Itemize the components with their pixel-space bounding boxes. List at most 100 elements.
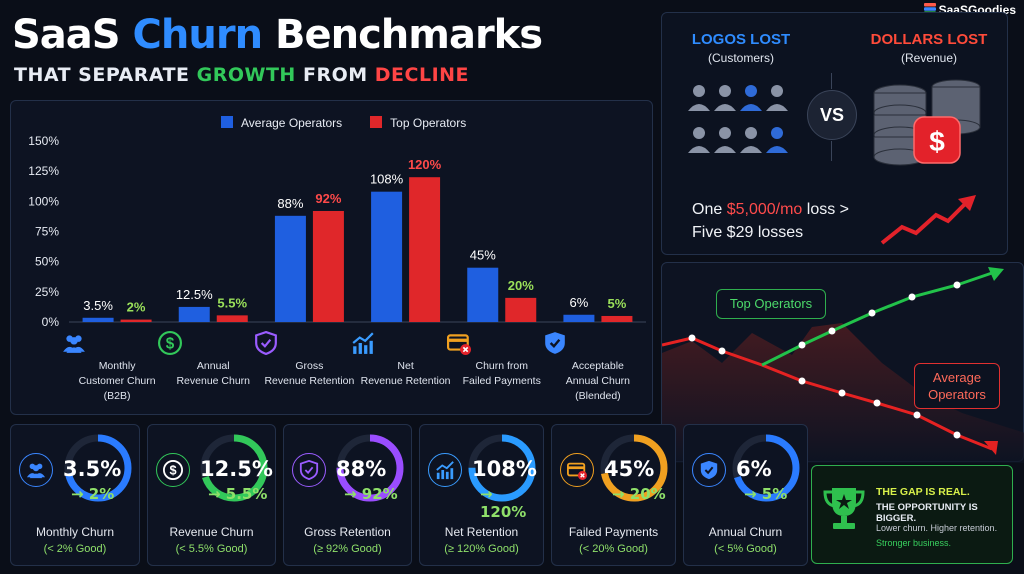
vs-badge: VS — [807, 90, 857, 140]
top-value: → 2% — [71, 485, 115, 503]
bar-top — [312, 210, 344, 322]
category-label-line: Net — [397, 360, 414, 372]
progress-ring — [200, 434, 268, 502]
bar-top — [601, 315, 633, 322]
credit-card-x-icon — [560, 453, 594, 487]
title-word-benchmarks: Benchmarks — [275, 12, 543, 58]
divider-bottom — [831, 141, 832, 161]
y-tick-label: 150% — [28, 134, 59, 148]
shield-check-icon — [543, 331, 653, 355]
y-tick-label: 125% — [28, 164, 59, 178]
category-label: Acceptable Annual Churn (Blended) — [543, 331, 653, 404]
comparison-amount: $5,000/ — [726, 201, 781, 218]
credit-card-x-icon — [446, 331, 557, 355]
legend-label-average: Average Operators — [241, 116, 343, 130]
top-value: → 5.5% — [208, 485, 268, 503]
logos-vs-dollars-panel: LOGOS LOST (Customers) DOLLARS LOST (Rev… — [661, 12, 1008, 255]
svg-text:$: $ — [929, 126, 945, 157]
gap-subheading: THE OPPORTUNITY IS BIGGER. — [876, 502, 978, 524]
progress-ring-fill — [64, 434, 132, 502]
average-value: 6% — [736, 457, 772, 481]
data-label-top: 5% — [608, 296, 627, 311]
metric-card: 88% → 92% Gross Retention (≥ 92% Good) — [283, 424, 412, 566]
metric-benchmark: (≥ 92% Good) — [313, 543, 382, 555]
average-value: 88% — [336, 457, 387, 481]
trophy-icon — [823, 488, 865, 529]
average-value: 12.5% — [200, 457, 273, 481]
y-tick-label: 100% — [28, 194, 59, 208]
category-label-line: Customer Churn — [78, 375, 156, 387]
category-label-line: (Blended) — [575, 390, 621, 402]
gap-text-1: Lower churn. Higher retention. — [876, 523, 998, 533]
progress-ring-fill — [200, 434, 268, 502]
shield-icon — [254, 331, 364, 355]
gap-text-2: Stronger business. — [876, 538, 952, 548]
category-label: Gross Revenue Retention — [254, 331, 364, 389]
average-operators-callout: Average Operators — [914, 363, 1000, 409]
bar-average — [371, 191, 403, 322]
metric-card: 6% → 5% Annual Churn (< 5% Good) — [683, 424, 808, 566]
bar-top — [505, 297, 537, 322]
shield-check-icon — [692, 453, 726, 487]
average-callout-line-1: Average — [932, 370, 982, 385]
progress-ring — [732, 434, 800, 502]
dollars-lost-heading: DOLLARS LOST (Revenue) — [854, 31, 1004, 65]
average-callout-line-2: Operators — [928, 387, 986, 402]
average-value: 3.5% — [63, 457, 122, 481]
y-tick-label: 25% — [35, 285, 59, 299]
category-label-line: Revenue Retention — [360, 375, 451, 387]
bar-average — [563, 314, 595, 322]
legend-item-top: Top Operators — [370, 116, 466, 130]
data-label-average: 6% — [570, 295, 589, 310]
chart-legend: Average Operators Top Operators — [221, 116, 466, 130]
users-icon — [62, 331, 172, 355]
metric-label: Revenue Churn — [169, 525, 254, 539]
customers-icon — [688, 85, 788, 153]
category-label-line: Annual — [196, 360, 230, 372]
dollars-lost-sub: (Revenue) — [900, 51, 958, 65]
bar-top — [409, 177, 441, 322]
category-label: Net Revenue Retention — [351, 331, 461, 389]
metric-card: 108% → 120% Net Retention (≥ 120% Good) — [419, 424, 544, 566]
progress-ring — [468, 434, 536, 502]
metric-benchmark: (< 5.5% Good) — [175, 543, 248, 555]
legend-item-average: Average Operators — [221, 116, 342, 130]
database-dollar-icon: $ — [873, 79, 981, 166]
page-title: SaaS Churn Benchmarks — [12, 12, 543, 58]
comparison-loss: loss > — [806, 201, 850, 218]
category-label-line: (B2B) — [103, 390, 131, 402]
subtitle-part-3: FROM — [302, 64, 368, 86]
dollar-icon: $ — [158, 331, 268, 355]
legend-label-top: Top Operators — [390, 116, 467, 130]
bar-top — [216, 315, 248, 322]
metric-card: $12.5% → 5.5% Revenue Churn (< 5.5% Good) — [147, 424, 276, 566]
top-value: → 20% — [612, 485, 666, 503]
metric-label: Gross Retention — [304, 525, 391, 539]
category-label-line: Revenue Churn — [176, 375, 251, 387]
data-label-average: 45% — [470, 248, 496, 263]
data-label-average: 3.5% — [83, 298, 113, 313]
data-label-top: 120% — [408, 157, 442, 172]
data-label-top: 20% — [508, 278, 534, 293]
page-subtitle: THAT SEPARATE GROWTH FROM DECLINE — [14, 64, 469, 86]
progress-ring — [64, 434, 132, 502]
progress-ring-fill — [336, 434, 404, 502]
progress-ring — [600, 434, 668, 502]
divider-top — [831, 73, 832, 89]
category-label-line: Annual Churn — [565, 375, 631, 387]
bar-average — [82, 317, 114, 322]
progress-ring — [336, 434, 404, 502]
category-label-line: Churn from — [475, 360, 528, 372]
data-label-top: 5.5% — [217, 295, 247, 310]
svg-text:$: $ — [169, 463, 176, 478]
category-label: Churn from Failed Payments — [446, 331, 557, 389]
metric-label: Monthly Churn — [35, 525, 115, 539]
category-label: Monthly Customer Churn (B2B) — [62, 331, 172, 404]
shield-icon — [292, 453, 326, 487]
y-tick-label: 75% — [35, 225, 59, 239]
bar-average — [178, 306, 210, 322]
bar-top — [120, 319, 152, 322]
metric-benchmark: (< 20% Good) — [579, 543, 648, 555]
bar-average — [274, 215, 306, 322]
average-value: 45% — [604, 457, 655, 481]
